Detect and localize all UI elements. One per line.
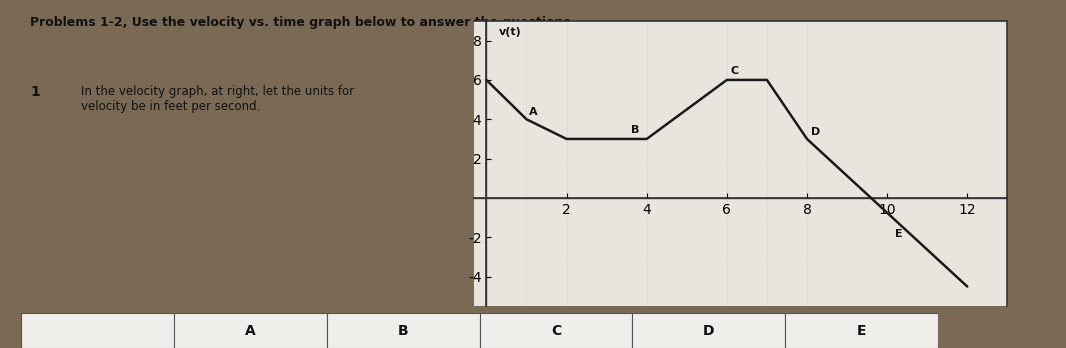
Text: E: E	[857, 324, 867, 338]
Text: C: C	[551, 324, 561, 338]
Text: A: A	[529, 107, 537, 117]
Text: D: D	[704, 324, 714, 338]
Text: v(t): v(t)	[499, 27, 521, 37]
Bar	[21, 313, 174, 348]
Bar	[174, 313, 327, 348]
Text: B: B	[398, 324, 408, 338]
Text: D: D	[811, 127, 820, 137]
Text: B: B	[631, 125, 639, 135]
Bar	[327, 313, 480, 348]
Text: Problems 1-2, Use the velocity vs. time graph below to answer the questions.: Problems 1-2, Use the velocity vs. time …	[31, 16, 576, 29]
Bar	[480, 313, 632, 348]
Bar	[786, 313, 938, 348]
Text: E: E	[895, 229, 903, 239]
Text: In the velocity graph, at right, let the units for
velocity be in feet per secon: In the velocity graph, at right, let the…	[81, 85, 354, 113]
Text: 1: 1	[31, 85, 41, 99]
Text: C: C	[731, 66, 739, 76]
Text: A: A	[245, 324, 256, 338]
Bar	[632, 313, 786, 348]
